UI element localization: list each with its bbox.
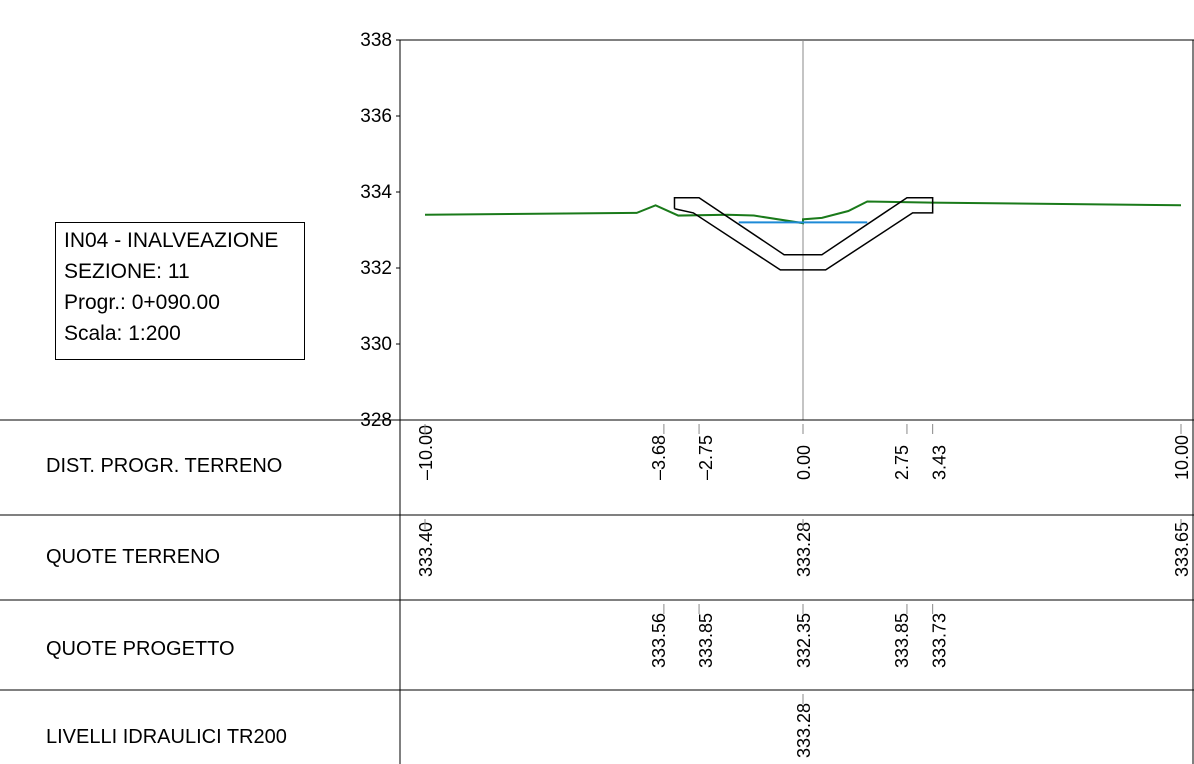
table-value: 333.40 — [416, 522, 436, 577]
profile-line-1 — [673, 196, 934, 256]
table-value: 3.43 — [930, 445, 950, 480]
info-section: SEZIONE: 11 — [64, 260, 190, 283]
table-value: –3.68 — [649, 435, 669, 480]
y-tick-label: 334 — [360, 182, 392, 203]
table-value: 333.85 — [696, 613, 716, 668]
y-tick-label: 336 — [360, 106, 392, 127]
table-value: 333.85 — [892, 613, 912, 668]
table-value: 333.73 — [930, 613, 950, 668]
row-label-dist: DIST. PROGR. TERRENO — [46, 455, 282, 477]
table-value: 10.00 — [1172, 435, 1192, 480]
table-value: 333.28 — [794, 703, 814, 758]
table-value: 332.35 — [794, 613, 814, 668]
table-value: 2.75 — [892, 445, 912, 480]
profile-series — [424, 196, 1182, 271]
table-value: 333.65 — [1172, 522, 1192, 577]
table-value: 0.00 — [794, 445, 814, 480]
table-value: 333.56 — [649, 613, 669, 668]
info-progressive: Progr.: 0+090.00 — [64, 291, 220, 314]
y-tick-label: 332 — [360, 258, 392, 279]
row-label-quote-progetto: QUOTE PROGETTO — [46, 638, 235, 660]
profile-line-2 — [674, 202, 934, 271]
table-values: –10.00 –3.68 –2.75 0.00 2.75 3.43 10.00 333.40 3… — [416, 424, 1192, 758]
y-tick-label: 338 — [360, 30, 392, 51]
table-value: –10.00 — [416, 425, 436, 480]
y-tick-label: 330 — [360, 334, 392, 355]
row-label-livelli: LIVELLI IDRAULICI TR200 — [46, 726, 287, 748]
info-title: IN04 - INALVEAZIONE — [64, 229, 279, 252]
section-info-box: IN04 - INALVEAZIONE SEZIONE: 11 Progr.: … — [55, 222, 305, 360]
info-scale: Scala: 1:200 — [64, 322, 181, 345]
table-value: –2.75 — [696, 435, 716, 480]
row-label-quote-terreno: QUOTE TERRENO — [46, 546, 220, 568]
table-value: 333.28 — [794, 522, 814, 577]
